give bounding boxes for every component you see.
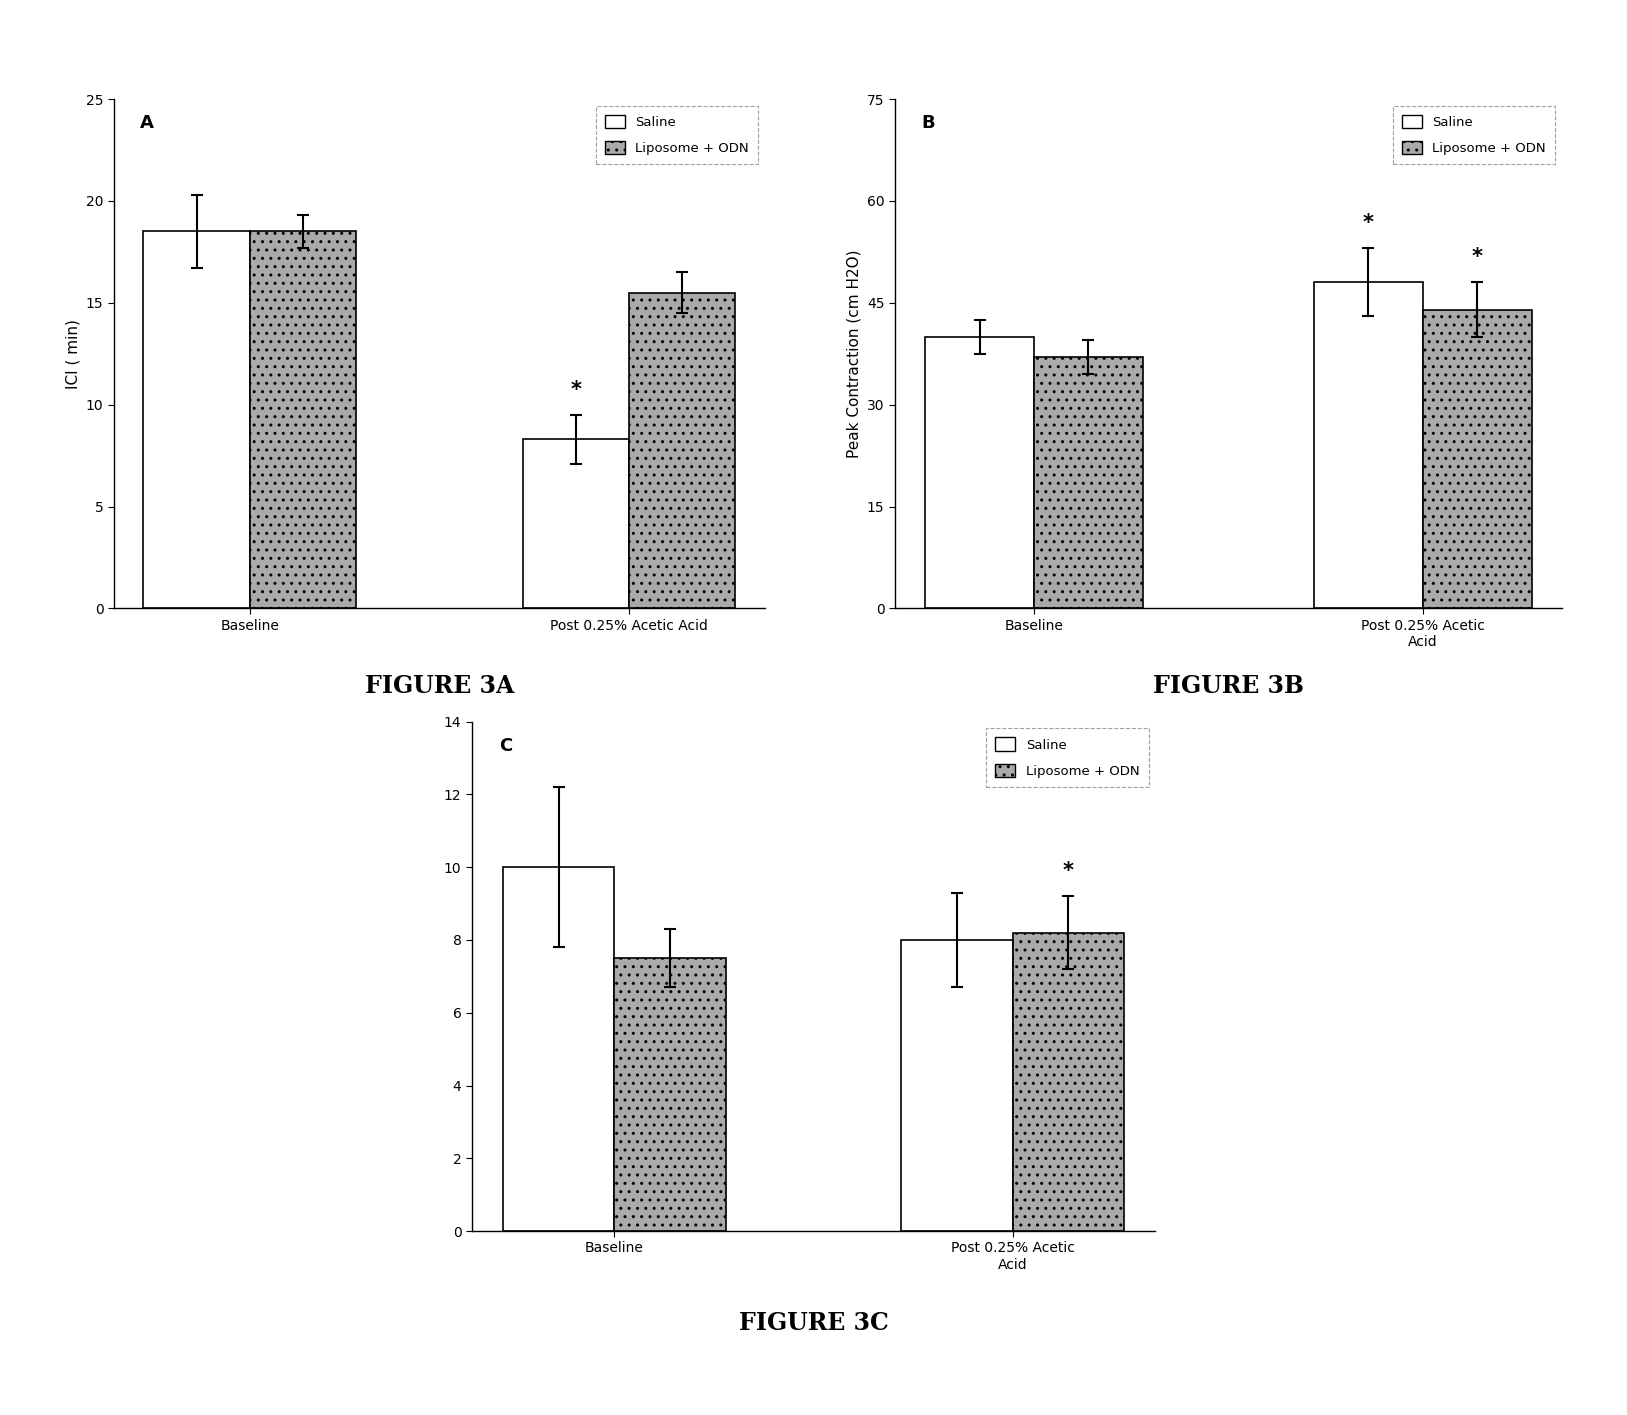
Text: FIGURE 3B: FIGURE 3B — [1154, 675, 1303, 698]
Bar — [630, 293, 735, 608]
Bar — [1035, 357, 1142, 608]
Bar — [522, 439, 630, 608]
Legend: Saline, Liposome + ODN: Saline, Liposome + ODN — [595, 106, 758, 164]
Bar — [926, 337, 1035, 608]
Text: C: C — [499, 737, 513, 756]
Bar — [143, 232, 249, 608]
Bar — [1422, 310, 1531, 608]
Text: FIGURE 3A: FIGURE 3A — [364, 675, 514, 698]
Bar — [1012, 932, 1124, 1231]
Text: A: A — [140, 115, 155, 133]
Text: B: B — [921, 115, 936, 133]
Text: *: * — [1363, 214, 1373, 233]
Y-axis label: ICI ( min): ICI ( min) — [65, 318, 80, 389]
Text: *: * — [1472, 248, 1482, 267]
Legend: Saline, Liposome + ODN: Saline, Liposome + ODN — [1393, 106, 1555, 164]
Text: *: * — [571, 379, 581, 399]
Bar — [1315, 283, 1422, 608]
Bar — [503, 867, 615, 1231]
Bar — [901, 940, 1012, 1231]
Text: FIGURE 3C: FIGURE 3C — [739, 1312, 888, 1334]
Text: *: * — [1062, 860, 1074, 882]
Legend: Saline, Liposome + ODN: Saline, Liposome + ODN — [986, 729, 1149, 787]
Bar — [615, 958, 726, 1231]
Y-axis label: Peak Contraction (cm H2O): Peak Contraction (cm H2O) — [846, 249, 861, 458]
Bar — [249, 232, 356, 608]
